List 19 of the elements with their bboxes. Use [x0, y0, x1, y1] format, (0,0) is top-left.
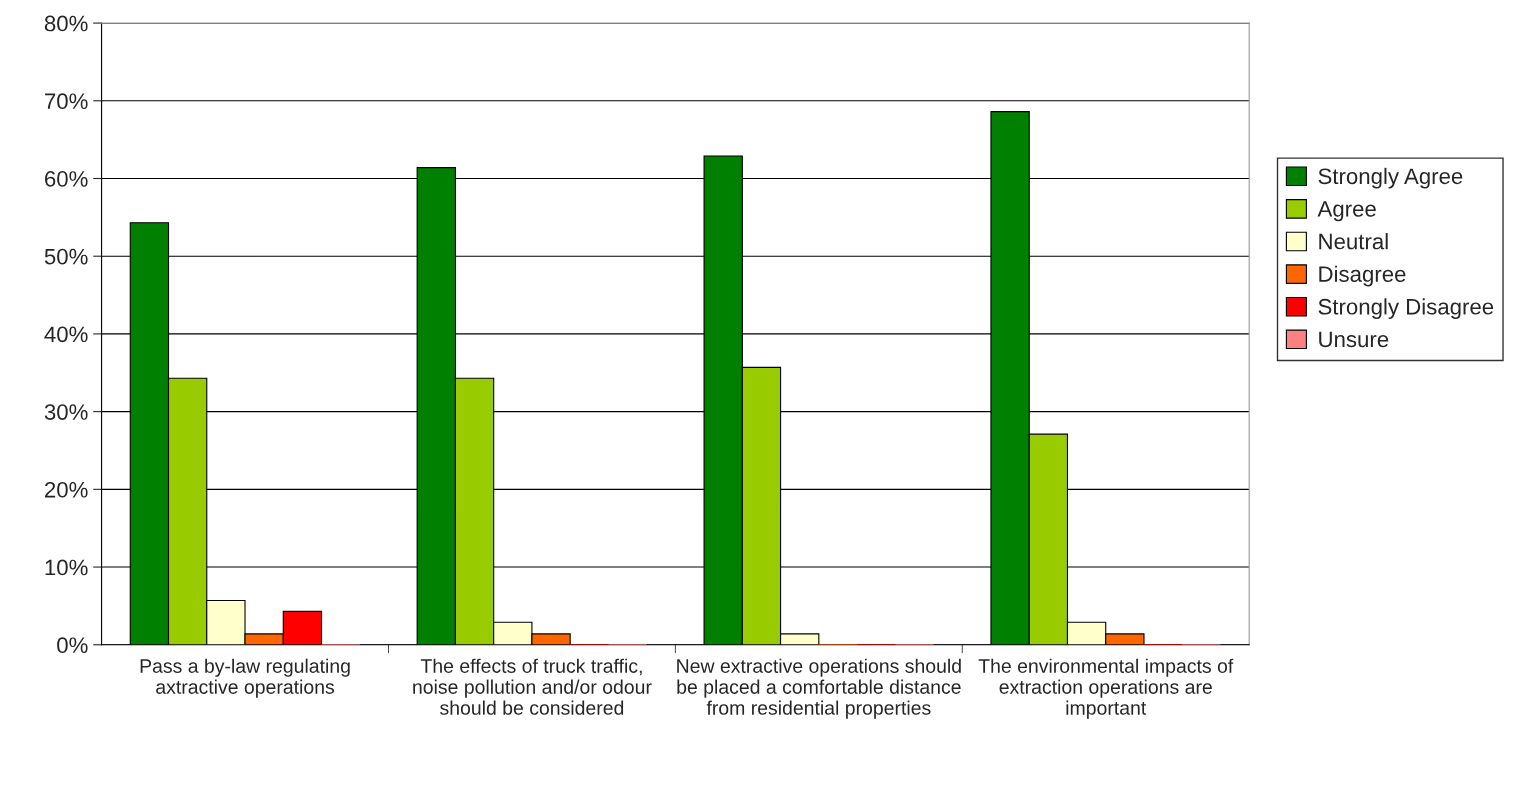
y-tick-label: 40% [44, 326, 88, 343]
x-tick-label: New extractive operations should be placed a comfortable distance from residential properties [677, 658, 961, 719]
y-tick-label: 70% [45, 93, 88, 110]
y-tick-label: 50% [44, 248, 88, 265]
legend-label: Unsure [1319, 331, 1389, 348]
y-tick-label: 80% [44, 15, 88, 32]
y-tick-label: 60% [45, 171, 88, 187]
legend-label: Agree [1317, 201, 1376, 222]
y-tick-label: 10% [45, 559, 88, 576]
x-tick-label: Pass a by-law regulating axtractive operations [140, 658, 350, 698]
y-tick-label: 0% [57, 637, 88, 654]
legend-label: Strongly Agree [1318, 167, 1463, 189]
legend-label: Neutral [1319, 233, 1388, 250]
y-tick-label: 20% [45, 481, 88, 498]
y-tick-label: 30% [44, 404, 88, 420]
legend-label: Strongly Disagree [1318, 298, 1494, 319]
x-tick-label: The effects of truck traffic, noise pollution and/or odour should be considered [413, 658, 652, 715]
legend-label: Disagree [1319, 265, 1406, 287]
x-tick-label: The environmental impacts of extraction operations are important [978, 658, 1234, 719]
